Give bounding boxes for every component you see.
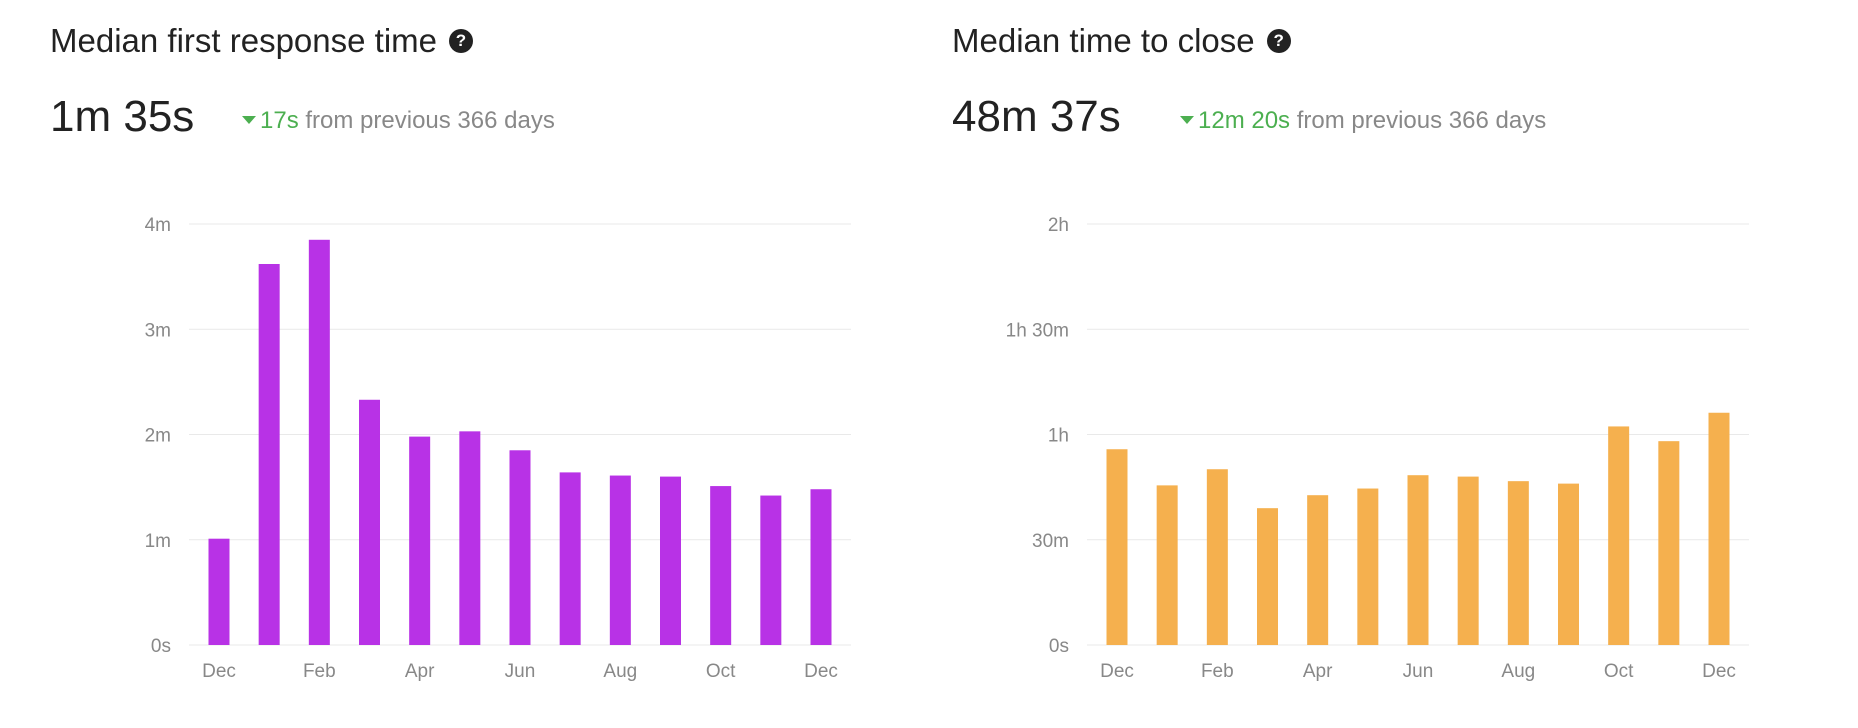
y-tick-label: 1h 30m: [1006, 320, 1069, 341]
bar-may: [1357, 488, 1379, 645]
bar-aug: [609, 475, 631, 645]
bar-oct: [710, 486, 732, 645]
question-circle-icon[interactable]: ?: [449, 29, 473, 53]
bar-mar: [359, 399, 380, 645]
question-circle-icon[interactable]: ?: [1266, 29, 1291, 53]
title-text: Median time to close: [952, 22, 1255, 59]
y-tick-label: 3m: [145, 320, 171, 341]
bar-jul: [559, 472, 581, 645]
panel-title: Median first response time ?: [50, 22, 473, 60]
x-tick-label: Feb: [1201, 661, 1234, 682]
y-tick-label: 4m: [145, 215, 171, 236]
bar-aug: [1507, 481, 1529, 645]
y-tick-label: 0s: [1049, 636, 1069, 657]
delta-text: from previous 366 days: [305, 107, 555, 134]
bar-jul: [1457, 476, 1479, 645]
bar-jun: [509, 450, 531, 645]
bar-jan: [258, 263, 280, 645]
bar-dec: [810, 489, 832, 645]
y-tick-label: 30m: [1032, 531, 1069, 552]
x-tick-label: Oct: [1604, 661, 1634, 682]
y-tick-label: 0s: [151, 636, 171, 657]
y-tick-label: 2m: [145, 426, 171, 447]
metric-value: 48m 37s: [952, 92, 1121, 141]
x-tick-label: Apr: [405, 661, 435, 682]
x-tick-label: Dec: [1100, 661, 1134, 682]
x-tick-label: Aug: [603, 661, 637, 682]
bar-feb: [1206, 469, 1228, 645]
delta-value: 17s: [260, 107, 299, 134]
bar-sep: [1558, 483, 1579, 645]
bar-dec: [1708, 412, 1730, 645]
title-text: Median first response time: [50, 22, 437, 59]
x-tick-label: Apr: [1303, 661, 1333, 682]
y-tick-label: 2h: [1048, 215, 1069, 236]
bar-mar: [1257, 508, 1278, 645]
y-tick-label: 1h: [1048, 426, 1069, 447]
x-tick-label: Feb: [303, 661, 336, 682]
triangle-down-icon: [242, 115, 256, 124]
x-tick-label: Oct: [706, 661, 736, 682]
bar-jun: [1407, 475, 1429, 645]
triangle-down-icon: [1180, 115, 1194, 124]
bar-oct: [1608, 426, 1630, 645]
bar-sep: [660, 476, 681, 645]
bar-apr: [1307, 495, 1329, 645]
panel-title: Median time to close ?: [952, 22, 1291, 60]
metric-value: 1m 35s: [50, 92, 195, 141]
bar-nov: [760, 495, 782, 645]
bar-dec: [1106, 449, 1128, 645]
bar-may: [459, 431, 481, 645]
delta-text: from previous 366 days: [1296, 107, 1547, 134]
metric-delta: 17s from previous 366 days: [242, 107, 555, 135]
panel-time-to-close: Median time to close ? 48m 37s 12m 20s f…: [952, 0, 1852, 728]
panel-first-response: Median first response time ? 1m 35s 17s …: [50, 0, 950, 728]
x-tick-label: Dec: [804, 661, 838, 682]
x-tick-label: Jun: [1403, 661, 1434, 682]
bar-nov: [1658, 441, 1680, 645]
x-tick-label: Aug: [1501, 661, 1535, 682]
metric-delta: 12m 20s from previous 366 days: [1180, 107, 1546, 135]
bar-feb: [308, 239, 330, 645]
x-tick-label: Jun: [505, 661, 536, 682]
delta-value: 12m 20s: [1198, 107, 1291, 134]
x-tick-label: Dec: [202, 661, 236, 682]
y-tick-label: 1m: [145, 531, 171, 552]
x-tick-label: Dec: [1702, 661, 1736, 682]
bar-jan: [1156, 485, 1178, 645]
bar-dec: [208, 538, 230, 645]
bar-apr: [409, 436, 431, 645]
